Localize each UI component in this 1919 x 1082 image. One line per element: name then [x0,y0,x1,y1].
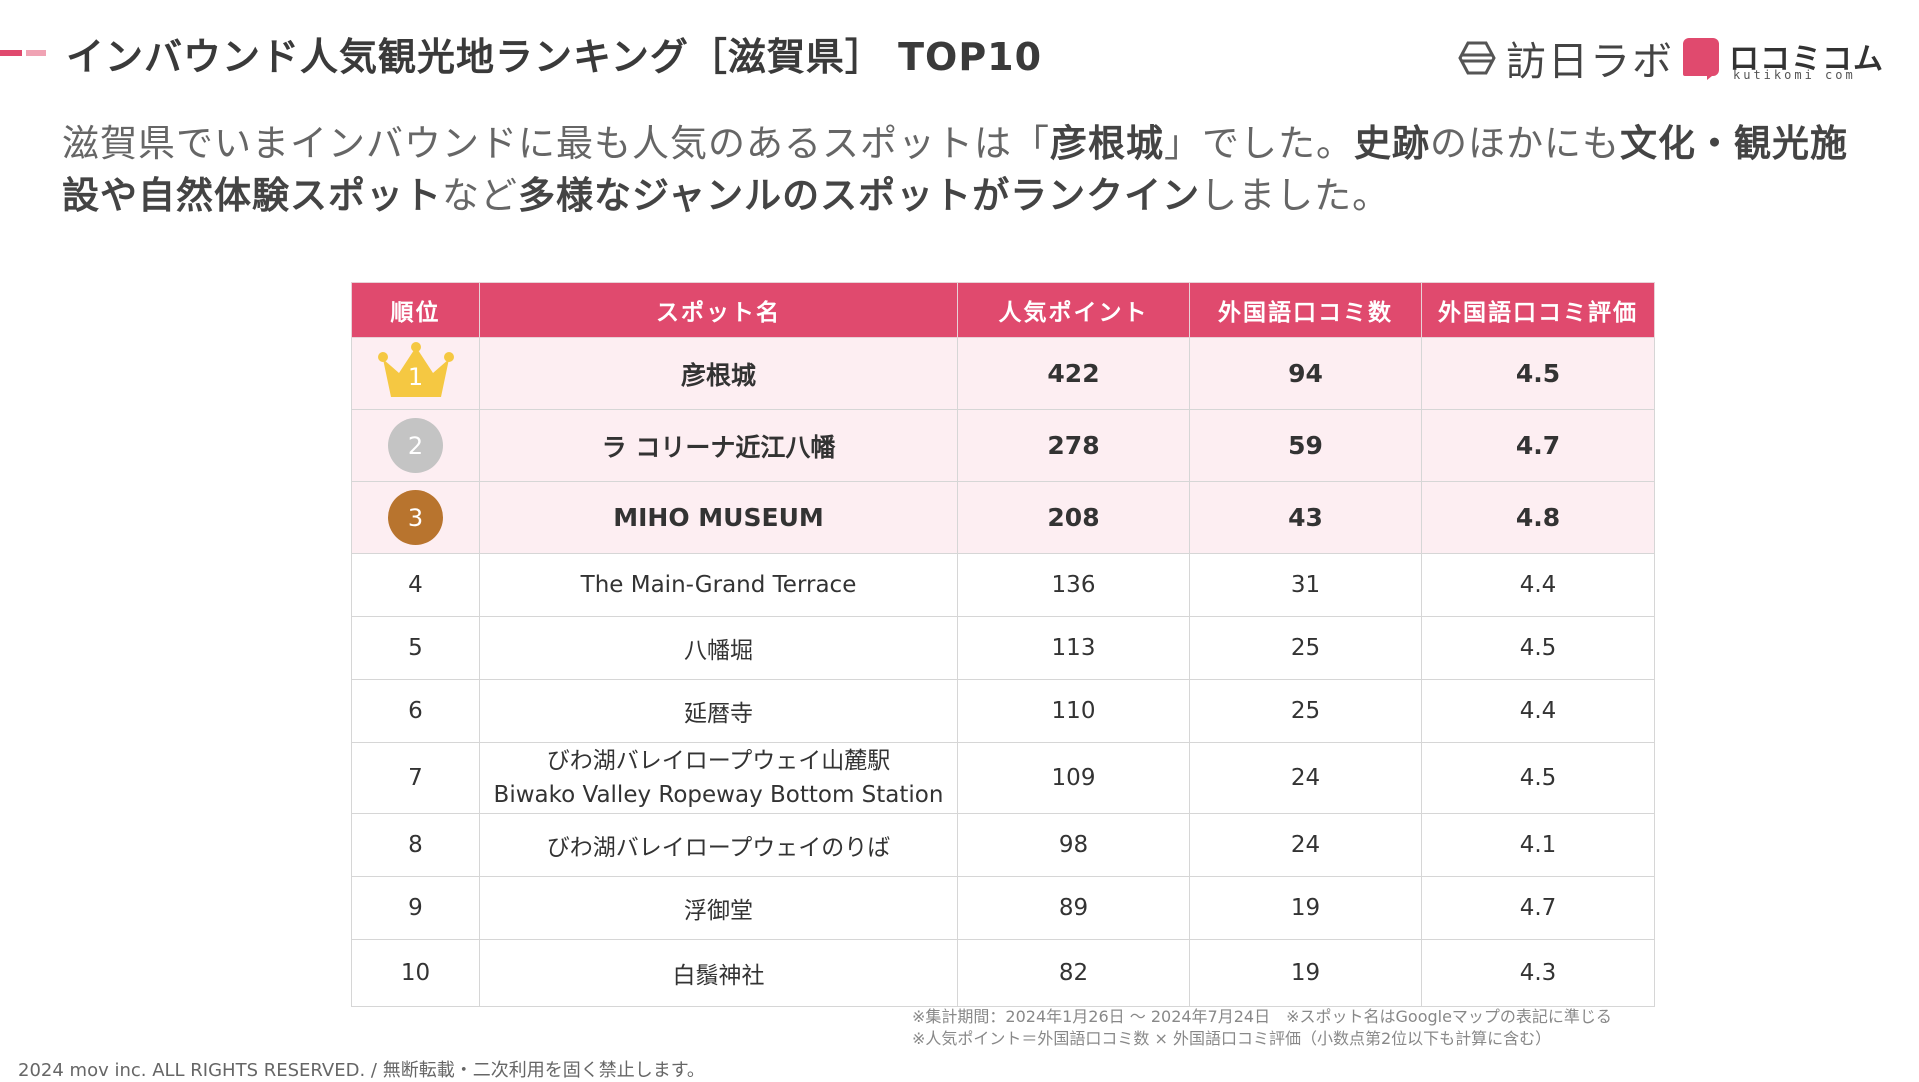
spot-name: びわ湖バレイロープウェイ山麓駅 Biwako Valley Ropeway Bo… [479,742,958,814]
header-spot-name: スポット名 [479,282,958,338]
page-title: インバウンド人気観光地ランキング［滋賀県］ TOP10 [66,35,1043,79]
rank-cell: 9 [351,876,480,940]
copyright: 2024 mov inc. ALL RIGHTS RESERVED. / 無断転… [18,1060,705,1081]
rank-cell: 10 [351,939,480,1007]
rank-cell: 5 [351,616,480,680]
table-row: 5 八幡堀 113 25 4.5 [351,616,1655,680]
points-cell: 110 [957,679,1190,743]
lead-text-1: 滋賀県でいまインバウンドに最も人気のあるスポットは「 [62,122,1050,165]
rating-cell: 4.8 [1421,481,1655,554]
review-count-cell: 31 [1189,553,1422,617]
lead-bold-3: 文化・観光施設や自然体験スポット [62,122,1848,217]
table-header-row: 順位 スポット名 人気ポイント 外国語口コミ数 外国語口コミ評価 [351,282,1655,338]
table-row: 3 MIHO MUSEUM 208 43 4.8 [351,481,1655,554]
points-cell: 89 [957,876,1190,940]
spot-name: 白鬚神社 [479,939,958,1007]
speech-bubble-icon [1683,38,1719,80]
table-row: 6 延暦寺 110 25 4.4 [351,679,1655,743]
points-cell: 422 [957,337,1190,410]
kuchikomi-com-logo-text: ロコミコム [1729,42,1884,77]
lead-bold-1: 彦根城 [1050,122,1164,165]
rank-cell: 2 [351,409,480,482]
table-row: 10 白鬚神社 82 19 4.3 [351,939,1655,1007]
table-row: 1 彦根城 422 94 4.5 [351,337,1655,410]
review-count-cell: 19 [1189,939,1422,1007]
houni-labo-logo: 訪日ラボ [1458,30,1674,86]
rating-cell: 4.5 [1421,616,1655,680]
footnote-points-formula: ※人気ポイント＝外国語口コミ数 × 外国語口コミ評価（小数点第2位以下も計算に含… [912,1029,1552,1048]
points-cell: 136 [957,553,1190,617]
spot-name: 延暦寺 [479,679,958,743]
gold-crown-icon: 1 [375,341,457,401]
spot-name: 彦根城 [479,337,958,410]
rating-cell: 4.4 [1421,679,1655,743]
review-count-cell: 43 [1189,481,1422,554]
points-cell: 82 [957,939,1190,1007]
header-rank: 順位 [351,282,480,338]
rank-cell: 8 [351,813,480,877]
spot-name: 八幡堀 [479,616,958,680]
rank-cell: 3 [351,481,480,554]
review-count-cell: 19 [1189,876,1422,940]
table-row: 8 びわ湖バレイロープウェイのりば 98 24 4.1 [351,813,1655,877]
lead-paragraph: 滋賀県でいまインバウンドに最も人気のあるスポットは「彦根城」でした。史跡のほかに… [62,118,1882,222]
rating-cell: 4.7 [1421,409,1655,482]
rating-cell: 4.1 [1421,813,1655,877]
rating-cell: 4.5 [1421,337,1655,410]
spot-name: MIHO MUSEUM [479,481,958,554]
rank-cell: 1 [351,337,480,410]
rating-cell: 4.5 [1421,742,1655,814]
points-cell: 109 [957,742,1190,814]
silver-medal-icon: 2 [388,418,443,473]
spot-name-en: Biwako Valley Ropeway Bottom Station [493,782,944,808]
lead-bold-4: 多様なジャンルのスポットがランクイン [518,174,1201,217]
ranking-table: 順位 スポット名 人気ポイント 外国語口コミ数 外国語口コミ評価 1 彦根城 [351,282,1655,1007]
table-row: 9 浮御堂 89 19 4.7 [351,876,1655,940]
header-points: 人気ポイント [957,282,1190,338]
title-accent-bar [0,50,46,56]
rank-cell: 7 [351,742,480,814]
points-cell: 278 [957,409,1190,482]
bronze-medal-icon: 3 [388,490,443,545]
lead-text-2: 」でした。 [1164,122,1354,165]
footnote-period: ※集計期間：2024年1月26日 〜 2024年7月24日 ※スポット名はGoo… [912,1007,1612,1026]
rank-cell: 6 [351,679,480,743]
kuchikomi-com-logo: ロコミコム kutikomi com [1683,34,1883,86]
review-count-cell: 24 [1189,813,1422,877]
points-cell: 98 [957,813,1190,877]
review-count-cell: 25 [1189,679,1422,743]
rank-number: 1 [407,362,424,391]
lead-text-4: など [442,174,518,217]
table-row: 2 ラ コリーナ近江八幡 278 59 4.7 [351,409,1655,482]
lead-text-3: のほかにも [1430,122,1620,165]
review-count-cell: 59 [1189,409,1422,482]
spot-name: ラ コリーナ近江八幡 [479,409,958,482]
review-count-cell: 24 [1189,742,1422,814]
spot-name: 浮御堂 [479,876,958,940]
houni-labo-logo-text: 訪日ラボ [1506,39,1674,85]
footnotes: ※集計期間：2024年1月26日 〜 2024年7月24日 ※スポット名はGoo… [912,1006,1612,1050]
header-review-count: 外国語口コミ数 [1189,282,1422,338]
spot-name: びわ湖バレイロープウェイのりば [479,813,958,877]
houni-labo-logo-icon [1458,41,1496,75]
spot-name: The Main-Grand Terrace [479,553,958,617]
points-cell: 113 [957,616,1190,680]
spot-name-ja: びわ湖バレイロープウェイ山麓駅 [546,748,891,774]
kuchikomi-com-logo-sub: kutikomi com [1733,68,1856,82]
review-count-cell: 25 [1189,616,1422,680]
table-row: 7 びわ湖バレイロープウェイ山麓駅 Biwako Valley Ropeway … [351,742,1655,814]
lead-bold-2: 史跡 [1354,122,1430,165]
points-cell: 208 [957,481,1190,554]
rating-cell: 4.4 [1421,553,1655,617]
rating-cell: 4.7 [1421,876,1655,940]
rating-cell: 4.3 [1421,939,1655,1007]
lead-text-5: しました。 [1200,174,1391,217]
table-row: 4 The Main-Grand Terrace 136 31 4.4 [351,553,1655,617]
header-review-rating: 外国語口コミ評価 [1421,282,1655,338]
rank-cell: 4 [351,553,480,617]
review-count-cell: 94 [1189,337,1422,410]
